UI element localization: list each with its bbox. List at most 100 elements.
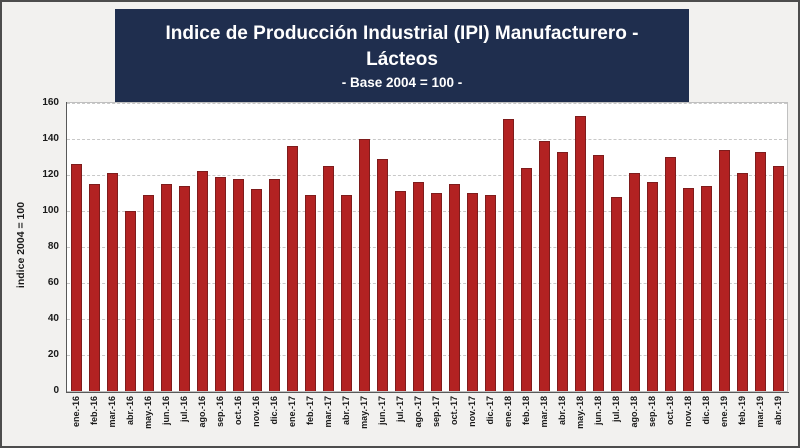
bar-may.-18	[574, 115, 586, 391]
x-tick-label: ene.-18	[503, 396, 513, 428]
y-tick-label: 100	[42, 205, 59, 216]
x-axis-line	[66, 392, 789, 393]
x-tick-label: jul.-17	[395, 396, 405, 423]
plot-area	[66, 102, 788, 392]
x-tick-label: jul.-18	[611, 396, 621, 423]
x-tick-label: may.-17	[359, 396, 369, 429]
x-tick-label: mar.-17	[323, 396, 333, 428]
bar-ago.-16	[196, 171, 208, 391]
gridline	[67, 139, 787, 140]
y-tick-label: 0	[53, 385, 59, 396]
x-tick-label: feb.-19	[737, 396, 747, 426]
bar-nov.-18	[682, 187, 694, 391]
bar-mar.-17	[322, 166, 334, 391]
gridline	[67, 103, 787, 104]
bar-jun.-18	[592, 155, 604, 391]
bar-abr.-19	[772, 166, 784, 391]
x-tick-label: dic.-17	[485, 396, 495, 425]
x-tick-label: nov.-18	[683, 396, 693, 427]
x-tick-label: oct.-17	[449, 396, 459, 426]
bar-abr.-18	[556, 151, 568, 391]
x-tick-label: ene.-17	[287, 396, 297, 428]
bar-nov.-17	[466, 193, 478, 391]
x-tick-label: may.-18	[575, 396, 585, 429]
gridline	[67, 247, 787, 248]
bar-oct.-16	[232, 178, 244, 391]
x-tick-label: ago.-17	[413, 396, 423, 428]
x-tick-label: jul.-16	[179, 396, 189, 423]
y-tick-label: 120	[42, 169, 59, 180]
bar-jun.-17	[376, 158, 388, 391]
bar-ene.-18	[502, 119, 514, 391]
bar-dic.-17	[484, 194, 496, 391]
gridline	[67, 319, 787, 320]
bar-feb.-18	[520, 167, 532, 391]
x-tick-label: jun.-17	[377, 396, 387, 426]
x-tick-label: ene.-19	[719, 396, 729, 428]
x-tick-label: may.-16	[143, 396, 153, 429]
bar-oct.-18	[664, 157, 676, 391]
x-tick-label: ago.-16	[197, 396, 207, 428]
bar-mar.-19	[754, 151, 766, 391]
bar-jun.-16	[160, 184, 172, 391]
x-tick-label: oct.-18	[665, 396, 675, 426]
bar-ene.-16	[70, 164, 82, 391]
x-tick-label: sep.-18	[647, 396, 657, 428]
x-tick-label: abr.-16	[125, 396, 135, 426]
x-tick-label: mar.-19	[755, 396, 765, 428]
bar-dic.-16	[268, 178, 280, 391]
x-tick-label: feb.-18	[521, 396, 531, 426]
bar-jul.-16	[178, 185, 190, 391]
gridline	[67, 283, 787, 284]
gridline	[67, 175, 787, 176]
bar-feb.-16	[88, 184, 100, 391]
x-tick-label: dic.-18	[701, 396, 711, 425]
bar-ago.-17	[412, 182, 424, 391]
x-tick-label: abr.-18	[557, 396, 567, 426]
x-tick-label: abr.-17	[341, 396, 351, 426]
x-tick-label: ago.-18	[629, 396, 639, 428]
bar-sep.-17	[430, 193, 442, 391]
bar-jul.-17	[394, 191, 406, 391]
bar-mar.-16	[106, 173, 118, 391]
bar-sep.-18	[646, 182, 658, 391]
x-tick-label: ene.-16	[71, 396, 81, 428]
x-tick-label: mar.-16	[107, 396, 117, 428]
bar-abr.-17	[340, 194, 352, 391]
y-tick-label: 140	[42, 133, 59, 144]
x-tick-label: feb.-17	[305, 396, 315, 426]
bar-ago.-18	[628, 173, 640, 391]
bar-ene.-17	[286, 146, 298, 391]
bar-may.-16	[142, 194, 154, 391]
x-tick-label: nov.-17	[467, 396, 477, 427]
bar-nov.-16	[250, 189, 262, 391]
bar-sep.-16	[214, 176, 226, 391]
bar-abr.-16	[124, 211, 136, 391]
chart-title-box: Indice de Producción Industrial (IPI) Ma…	[115, 9, 689, 102]
y-tick-label: 20	[47, 349, 59, 360]
x-tick-label: sep.-16	[215, 396, 225, 428]
x-tick-label: oct.-16	[233, 396, 243, 426]
x-tick-label: dic.-16	[269, 396, 279, 425]
gridline	[67, 211, 787, 212]
y-axis-line	[66, 102, 67, 393]
x-tick-label: feb.-16	[89, 396, 99, 426]
bar-dic.-18	[700, 185, 712, 391]
bar-feb.-19	[736, 173, 748, 391]
gridline	[67, 355, 787, 356]
bar-mar.-18	[538, 140, 550, 391]
x-tick-label: abr.-19	[773, 396, 783, 426]
bar-may.-17	[358, 139, 370, 391]
bar-jul.-18	[610, 196, 622, 391]
chart-subtitle: - Base 2004 = 100 -	[341, 74, 463, 90]
bar-oct.-17	[448, 184, 460, 391]
y-tick-label: 160	[42, 97, 59, 108]
chart-title: Indice de Producción Industrial (IPI) Ma…	[165, 23, 639, 70]
bar-feb.-17	[304, 194, 316, 391]
bar-ene.-19	[718, 149, 730, 391]
x-tick-label: jun.-16	[161, 396, 171, 426]
y-tick-label: 80	[47, 241, 59, 252]
y-tick-label: 60	[47, 277, 59, 288]
x-tick-label: mar.-18	[539, 396, 549, 428]
x-tick-label: sep.-17	[431, 396, 441, 428]
